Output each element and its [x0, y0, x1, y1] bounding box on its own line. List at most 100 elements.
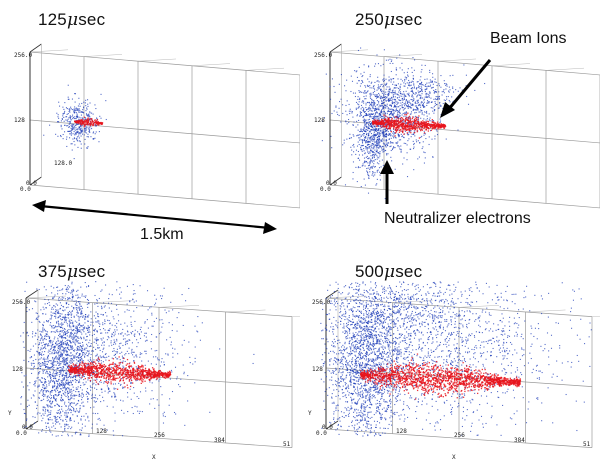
- electron-dot: [373, 134, 375, 136]
- ion-dot: [403, 133, 405, 135]
- electron-dot: [60, 318, 62, 320]
- ion-dot: [433, 124, 436, 127]
- electron-dot: [461, 89, 463, 91]
- electron-dot: [368, 144, 370, 146]
- electron-dot: [420, 117, 422, 119]
- electron-dot: [47, 399, 50, 401]
- electron-dot: [360, 148, 362, 150]
- electron-dot: [361, 101, 363, 103]
- electron-dot: [395, 106, 397, 108]
- electron-dot: [67, 130, 69, 132]
- electron-dot: [366, 121, 368, 123]
- electron-dot: [408, 82, 410, 84]
- ion-dot: [406, 122, 409, 125]
- plot-375: [20, 281, 300, 448]
- electron-dot: [373, 103, 375, 105]
- electron-dot: [92, 113, 94, 115]
- electron-dot: [421, 105, 423, 107]
- electron-dot: [378, 139, 380, 141]
- electron-dot: [166, 339, 168, 341]
- electron-dot: [400, 102, 402, 104]
- electron-dot: [348, 118, 350, 121]
- electron-dot: [45, 384, 48, 386]
- electron-dot: [194, 382, 196, 384]
- electron-dot: [122, 400, 124, 402]
- electron-dot: [345, 110, 347, 112]
- electron-dot: [51, 363, 53, 365]
- ion-dot: [406, 125, 408, 127]
- electron-dot: [357, 134, 359, 136]
- electron-dot: [80, 114, 83, 116]
- electron-dot: [85, 129, 87, 131]
- electron-dot: [382, 133, 384, 135]
- electron-dot: [399, 95, 401, 97]
- electron-dot: [378, 138, 380, 141]
- electron-dot: [47, 418, 49, 420]
- electron-dot: [80, 121, 82, 123]
- electron-dot: [367, 165, 370, 167]
- electron-dot: [88, 342, 90, 344]
- ion-dot: [423, 127, 425, 130]
- electron-dot: [74, 125, 76, 127]
- electron-dot: [75, 112, 78, 114]
- electron-dot: [484, 82, 486, 85]
- electron-dot: [390, 156, 392, 158]
- electron-dot: [426, 86, 428, 88]
- ion-dot: [437, 126, 440, 128]
- electron-dot: [432, 83, 434, 85]
- electron-dot: [362, 128, 364, 131]
- electron-dot: [380, 146, 382, 148]
- electron-dot: [51, 346, 53, 348]
- electron-dot: [48, 413, 50, 416]
- electron-dot: [352, 124, 354, 126]
- ion-dot: [98, 123, 100, 125]
- electron-dot: [53, 415, 55, 417]
- electron-dot: [55, 388, 57, 390]
- electron-dot: [79, 125, 82, 127]
- electron-dot: [49, 416, 51, 419]
- electron-dot: [92, 350, 94, 352]
- electron-dot: [355, 107, 357, 109]
- electron-dot: [80, 355, 83, 357]
- electron-dot: [333, 85, 335, 88]
- electron-dot: [58, 393, 60, 395]
- electron-dot: [95, 370, 97, 373]
- electron-dot: [416, 106, 418, 108]
- electron-dot: [412, 99, 414, 102]
- electron-dot: [53, 370, 55, 372]
- ion-dot: [423, 132, 426, 134]
- electron-dot: [125, 352, 127, 355]
- electron-dot: [70, 402, 72, 404]
- electron-dot: [73, 109, 75, 111]
- electron-dot: [21, 396, 23, 398]
- electron-dot: [363, 162, 365, 164]
- electron-dot: [47, 409, 49, 411]
- electron-dot: [52, 312, 54, 314]
- electron-dot: [428, 82, 430, 84]
- electron-dot: [36, 413, 38, 415]
- electron-dot: [101, 344, 103, 346]
- electron-dot: [368, 132, 370, 134]
- electron-dot: [112, 333, 114, 335]
- electron-dot: [49, 372, 51, 374]
- ion-dot: [415, 116, 418, 119]
- electron-dot: [368, 113, 370, 115]
- electron-dot: [120, 378, 123, 380]
- electron-dot: [62, 329, 64, 331]
- electron-dot: [62, 113, 64, 115]
- ion-dot: [377, 120, 379, 122]
- ion-dot: [396, 120, 399, 123]
- electron-dot: [388, 133, 390, 135]
- electron-dot: [383, 134, 385, 136]
- electron-dot: [78, 133, 80, 135]
- electron-dot: [386, 154, 388, 156]
- electron-dot: [67, 379, 69, 381]
- electron-dot: [359, 98, 361, 101]
- electron-dot: [179, 386, 181, 388]
- electron-dot: [382, 94, 385, 96]
- electron-dot: [422, 97, 424, 99]
- electron-dot: [60, 419, 62, 421]
- electron-dot: [38, 392, 40, 394]
- electron-dot: [68, 328, 70, 331]
- electron-dot: [150, 348, 153, 350]
